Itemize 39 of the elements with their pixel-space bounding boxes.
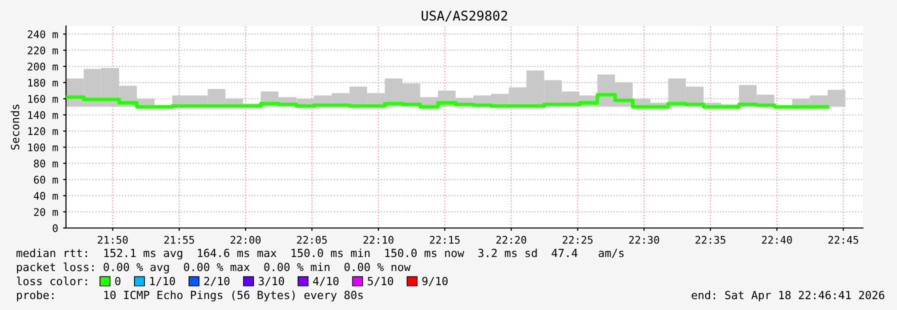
x-tick-label: 22:45	[828, 236, 858, 244]
text: end: Sat Apr 18 22:46:41 2026	[692, 290, 884, 302]
y-axis-title: Seconds	[10, 104, 20, 150]
legend-label: 9/10	[422, 276, 448, 286]
y-tick-label: 100 m	[28, 143, 58, 152]
x-tick-label: 22:30	[629, 236, 660, 244]
legend-label: 5/10	[368, 276, 394, 286]
chart-title: USA/AS29802	[422, 10, 508, 22]
legend-label: 3/10	[258, 276, 284, 286]
y-tick-label: 40 m	[34, 192, 58, 200]
y-tick-label: 180 m	[28, 78, 58, 87]
x-tick-label: 22:40	[762, 236, 792, 244]
x-tick-label: 22:10	[364, 236, 394, 244]
x-tick-label: 21:55	[164, 236, 194, 244]
y-tick-label: 60 m	[34, 176, 58, 184]
x-tick-label: 22:00	[230, 236, 261, 244]
legend-label: 4/10	[313, 276, 339, 286]
legend-label: 1/10	[150, 276, 175, 286]
y-tick-label: 140 m	[28, 111, 58, 120]
y-tick-label: 240 m	[28, 30, 58, 38]
x-tick-label: 22:05	[297, 236, 327, 244]
y-tick-label: 120 m	[28, 127, 58, 136]
y-tick-label: 0	[52, 224, 58, 232]
y-tick-label: 200 m	[28, 62, 58, 71]
legend-label: 2/10	[204, 276, 230, 286]
x-tick-label: 22:15	[430, 236, 460, 244]
y-tick-label: 20 m	[34, 208, 58, 216]
y-tick-label: 160 m	[28, 94, 58, 103]
text: packet loss: 0.00 % avg 0.00 % max 0.00 % min 0.00 % now	[17, 262, 411, 274]
text: probe: 10 ICMP Echo Pings (56 Bytes) every 80s	[17, 290, 363, 302]
x-tick-label: 21:50	[98, 236, 128, 244]
x-tick-label: 22:20	[496, 236, 526, 244]
x-tick-label: 22:25	[562, 236, 593, 244]
text: median rtt: 152.1 ms avg 164.6 ms max 150.0 ms min 150.0 ms now 3.2 ms sd 47.4 am/s	[16, 248, 624, 260]
legend-title: loss color:	[16, 276, 87, 286]
x-tick-label: 22:35	[696, 236, 726, 244]
y-tick-label: 80 m	[34, 160, 58, 168]
y-tick-label: 220 m	[28, 46, 58, 54]
legend-label: 0	[115, 276, 120, 286]
